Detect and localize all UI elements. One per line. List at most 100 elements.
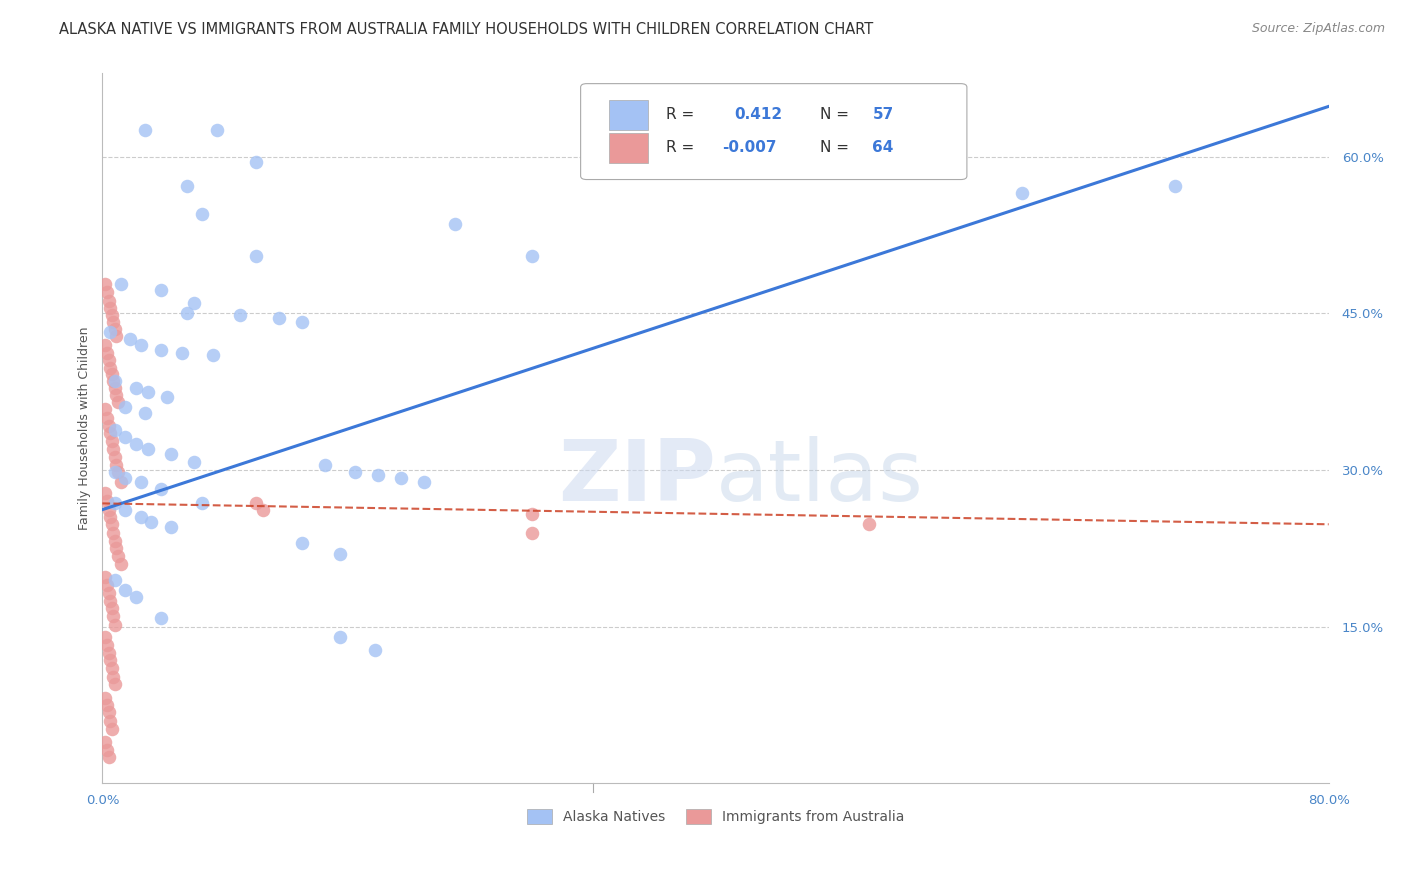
Point	[94, 630, 117, 644]
Point	[129, 475, 152, 490]
Point	[96, 743, 118, 757]
Point	[104, 374, 127, 388]
Point	[94, 277, 117, 291]
Point	[125, 382, 148, 396]
Point	[252, 502, 274, 516]
Point	[125, 591, 148, 605]
Point	[207, 123, 229, 137]
Point	[101, 315, 124, 329]
Point	[100, 367, 122, 381]
Point	[118, 332, 141, 346]
Point	[245, 154, 267, 169]
Point	[104, 465, 127, 479]
Point	[110, 277, 132, 291]
Text: R =: R =	[666, 107, 695, 121]
Point	[176, 178, 198, 193]
Point	[172, 346, 194, 360]
Point	[129, 337, 152, 351]
Point	[97, 750, 120, 764]
Point	[97, 646, 120, 660]
Point	[107, 395, 129, 409]
Text: N =: N =	[820, 140, 849, 155]
Point	[94, 690, 117, 705]
Point	[96, 410, 118, 425]
Point	[125, 437, 148, 451]
Point	[104, 382, 127, 396]
Point	[114, 583, 136, 598]
Point	[98, 510, 121, 524]
Point	[367, 468, 389, 483]
Point	[104, 534, 127, 549]
Point	[97, 502, 120, 516]
Point	[267, 311, 290, 326]
Point	[114, 502, 136, 516]
Point	[149, 283, 172, 297]
Point	[134, 123, 156, 137]
Point	[176, 306, 198, 320]
Point	[98, 653, 121, 667]
Text: N =: N =	[820, 107, 849, 121]
Point	[96, 494, 118, 508]
Point	[100, 600, 122, 615]
Point	[520, 249, 543, 263]
Point	[96, 346, 118, 360]
Point	[105, 388, 128, 402]
Point	[183, 295, 205, 310]
Point	[114, 429, 136, 443]
Point	[156, 390, 179, 404]
Point	[100, 722, 122, 736]
FancyBboxPatch shape	[609, 100, 648, 130]
Point	[160, 447, 183, 461]
Text: -0.007: -0.007	[721, 140, 776, 155]
Point	[100, 434, 122, 448]
Point	[149, 343, 172, 357]
Point	[101, 609, 124, 624]
Point	[138, 442, 160, 456]
Point	[329, 630, 352, 644]
Point	[160, 520, 183, 534]
Text: R =: R =	[666, 140, 695, 155]
Text: ZIP: ZIP	[558, 436, 716, 519]
Point	[329, 547, 352, 561]
Point	[858, 517, 880, 532]
Point	[98, 301, 121, 315]
Point	[98, 714, 121, 728]
Point	[364, 642, 387, 657]
Point	[104, 573, 127, 587]
Point	[149, 482, 172, 496]
Point	[97, 706, 120, 720]
Point	[344, 465, 367, 479]
Point	[98, 360, 121, 375]
Point	[229, 309, 252, 323]
Point	[94, 734, 117, 748]
Point	[96, 639, 118, 653]
Point	[98, 426, 121, 441]
Point	[100, 661, 122, 675]
Point	[94, 337, 117, 351]
Point	[105, 458, 128, 472]
Point	[107, 549, 129, 563]
Point	[520, 507, 543, 521]
Point	[104, 677, 127, 691]
Point	[110, 475, 132, 490]
Point	[444, 218, 467, 232]
Point	[96, 285, 118, 300]
Point	[114, 401, 136, 415]
Text: ALASKA NATIVE VS IMMIGRANTS FROM AUSTRALIA FAMILY HOUSEHOLDS WITH CHILDREN CORRE: ALASKA NATIVE VS IMMIGRANTS FROM AUSTRAL…	[59, 22, 873, 37]
Point	[413, 475, 436, 490]
Point	[104, 496, 127, 510]
Point	[520, 525, 543, 540]
Point	[105, 541, 128, 556]
Point	[100, 517, 122, 532]
Legend: Alaska Natives, Immigrants from Australia: Alaska Natives, Immigrants from Australi…	[522, 804, 910, 830]
Point	[291, 536, 314, 550]
Point	[107, 465, 129, 479]
FancyBboxPatch shape	[581, 84, 967, 179]
Text: 57: 57	[873, 107, 894, 121]
Text: atlas: atlas	[716, 436, 924, 519]
Point	[245, 496, 267, 510]
Point	[105, 329, 128, 343]
Point	[104, 617, 127, 632]
Point	[97, 293, 120, 308]
Point	[96, 698, 118, 712]
